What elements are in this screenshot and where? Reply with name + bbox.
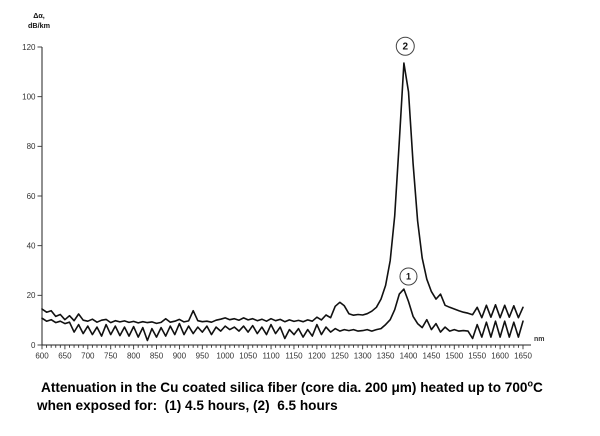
x-tick-label: 600 [35,352,49,361]
annotation-number: 2 [402,42,408,53]
attenuation-chart: Δα, dB/km 0 20 40 60 80 100 120 600 650 700 750 80… [22,11,544,361]
x-tick-label: 1050 [239,352,257,361]
x-tick-label: 1300 [354,352,372,361]
x-axis: 600 650 700 750 800 850 900 950 1000 1050 1100 1150… [35,336,544,361]
x-tick-label: 1000 [216,352,234,361]
x-tick-label: 1400 [400,352,418,361]
caption-line-1: Attenuation in the Cu coated silica fibe… [0,379,592,396]
x-tick-label: 900 [173,352,187,361]
caption: Attenuation in the Cu coated silica fibe… [0,379,592,414]
annotation-circle [395,36,415,56]
y-axis-ticks: 0 20 40 60 80 100 120 [22,43,42,350]
curve-1 [41,288,524,342]
x-tick-label: 800 [127,352,141,361]
y-tick-label: 0 [31,341,36,350]
y-tick-label: 120 [22,43,36,52]
x-tick-label: 700 [81,352,95,361]
caption-degree-superscript: o [527,378,533,389]
x-tick-label: 1650 [514,352,532,361]
curve-2 [41,62,524,325]
x-tick-label: 750 [104,352,118,361]
x-tick-label: 1150 [285,352,303,361]
annotation-number: 1 [406,272,411,282]
y-tick-label: 20 [27,291,36,300]
x-tick-label: 850 [150,352,164,361]
x-tick-label: 950 [196,352,210,361]
y-axis-label-unit: dB/km [28,21,50,30]
y-tick-label: 40 [27,241,36,250]
x-axis-unit-label: nm [534,336,545,343]
curve-annotation-2: 2 [395,36,415,56]
x-tick-label: 1350 [377,352,395,361]
annotation-circle [399,267,418,286]
caption-line-1-unit: C [532,380,543,395]
x-tick-label: 1600 [491,352,509,361]
x-tick-label: 1550 [468,352,486,361]
y-tick-label: 100 [22,92,36,101]
x-tick-label: 1500 [445,352,463,361]
x-tick-label: 650 [58,352,72,361]
y-axis: 0 20 40 60 80 100 120 [22,43,43,350]
y-tick-label: 80 [27,142,36,151]
curve-annotation-1: 1 [399,267,418,286]
y-axis-label-symbol: Δα, [33,11,45,20]
x-axis-ticks: 600 650 700 750 800 850 900 950 1000 1050 1100 1150… [35,345,532,361]
caption-line-1-text: Attenuation in the Cu coated silica fibe… [41,380,528,395]
curves [41,62,524,342]
caption-line-2: when exposed for: (1) 4.5 hours, (2) 6.5… [37,398,338,413]
x-tick-label: 1100 [262,352,280,361]
x-tick-label: 1250 [331,352,349,361]
x-tick-label: 1450 [422,352,440,361]
y-tick-label: 60 [27,192,36,201]
x-tick-label: 1200 [308,352,326,361]
curve-annotations: 21 [395,36,418,286]
